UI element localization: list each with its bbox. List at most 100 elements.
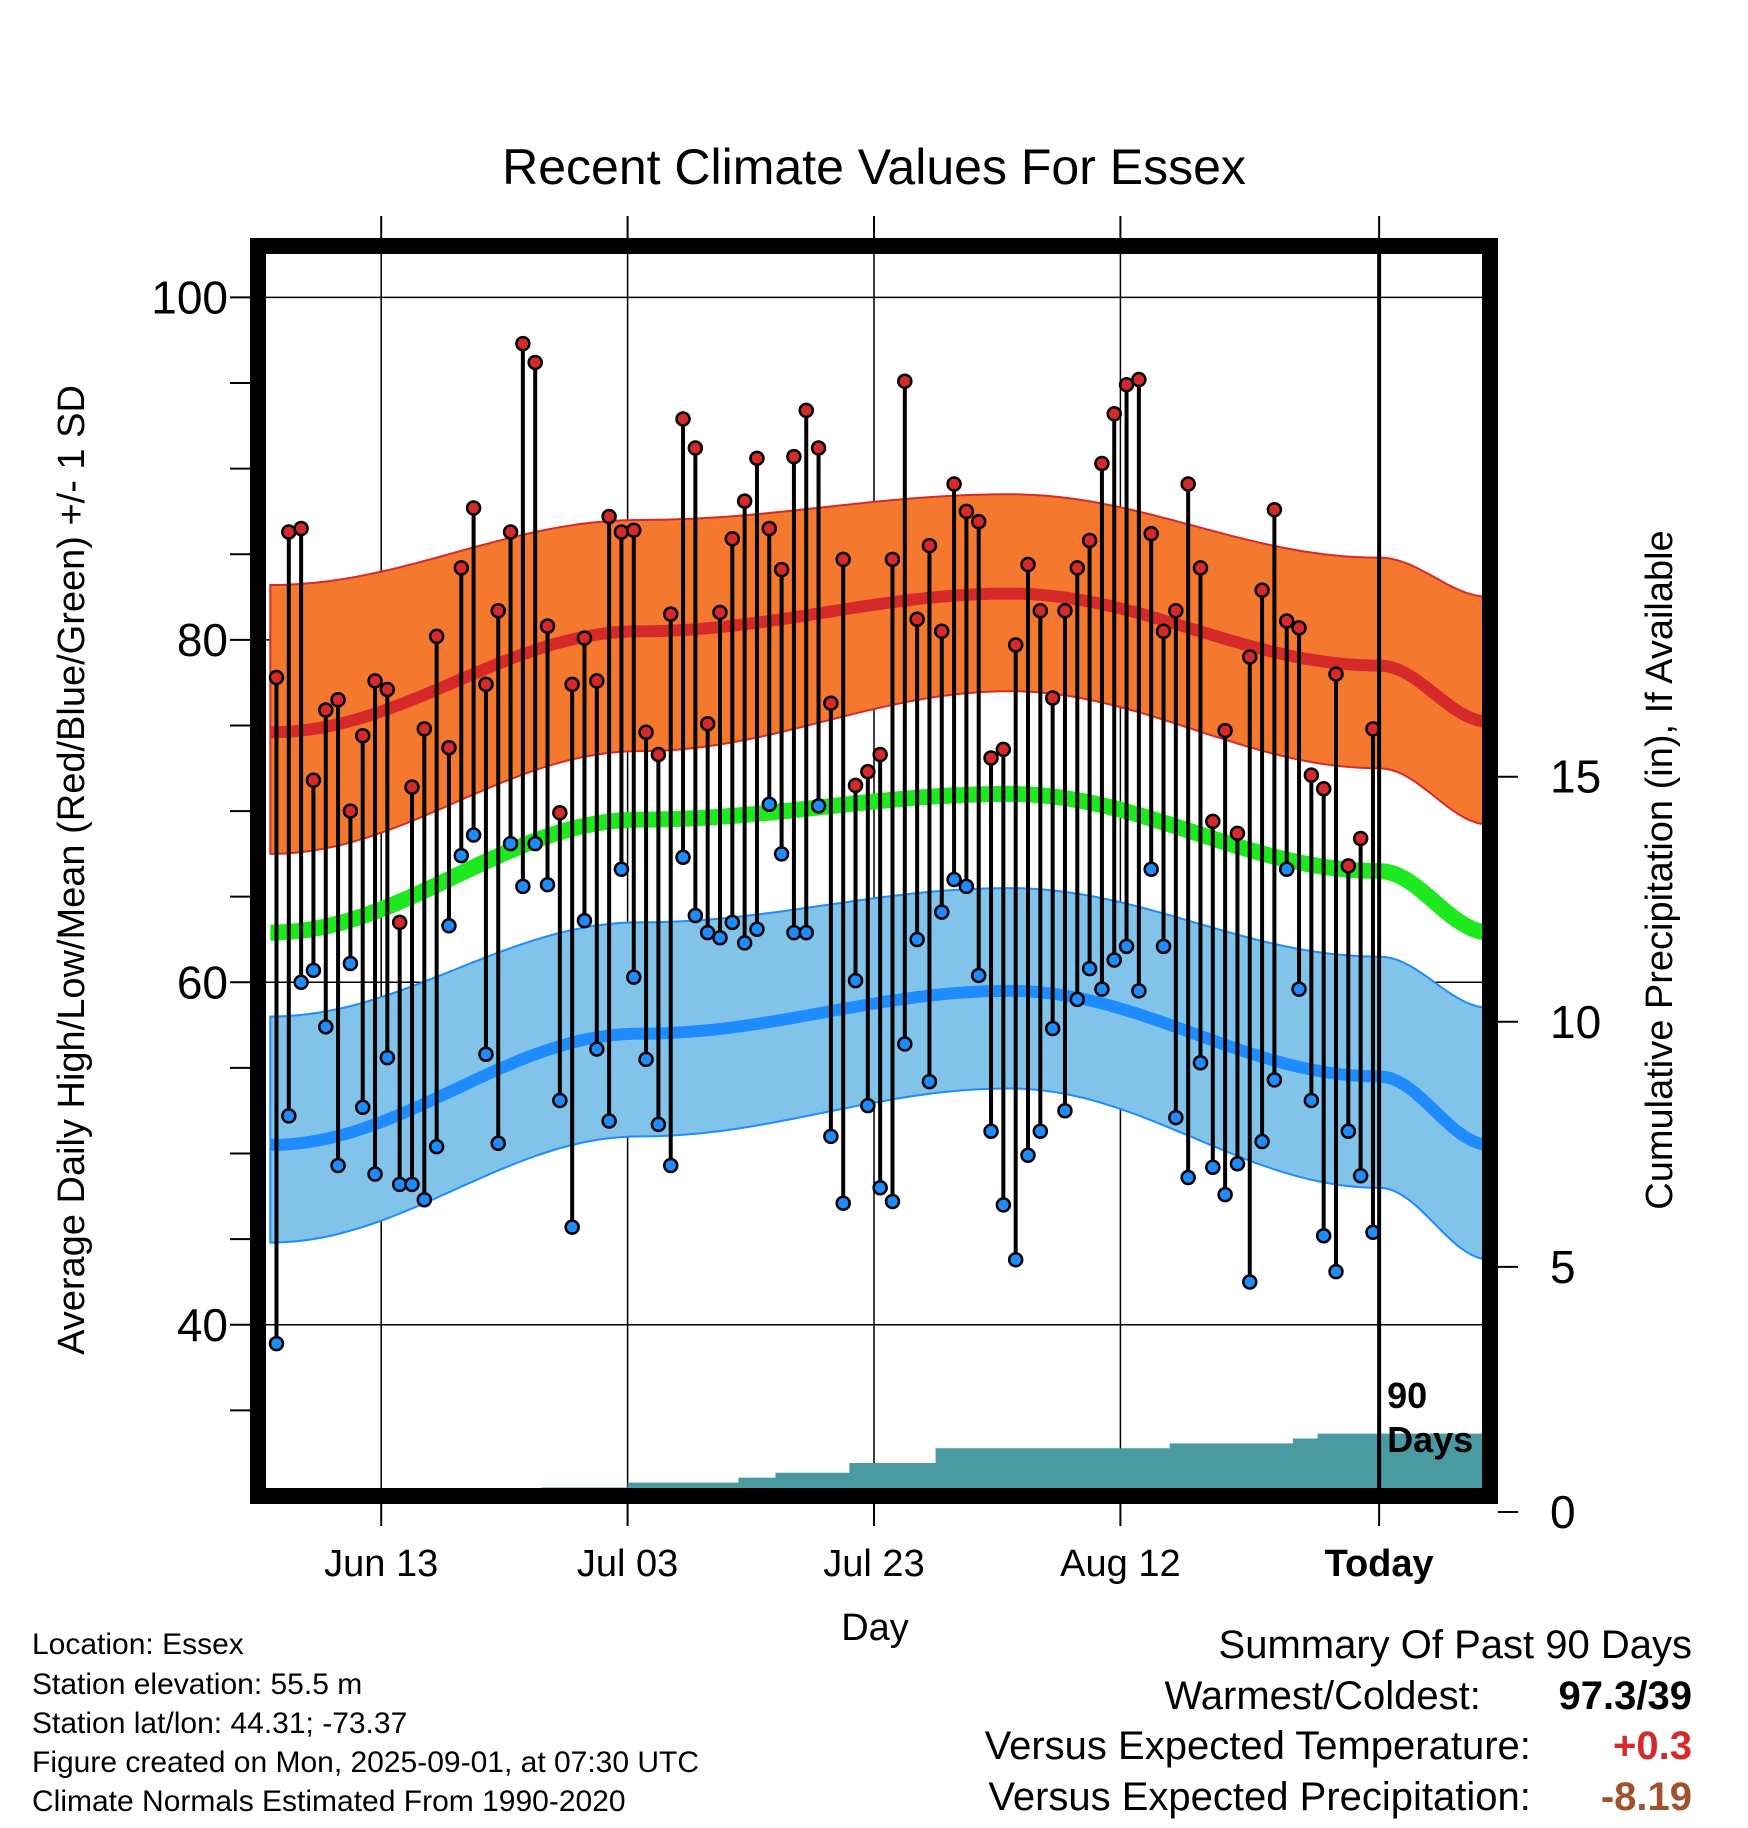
low-point	[946, 871, 962, 888]
high-point	[872, 746, 888, 763]
low-point	[921, 1073, 938, 1090]
high-point	[1118, 376, 1135, 393]
high-point	[527, 354, 543, 371]
low-point	[958, 878, 975, 895]
low-point	[847, 972, 864, 989]
low-point	[662, 1157, 679, 1174]
low-point	[724, 914, 741, 931]
high-point	[909, 611, 925, 628]
low-point	[1044, 1020, 1061, 1037]
high-point	[539, 618, 556, 634]
low-point	[970, 967, 987, 984]
low-point	[490, 1135, 506, 1152]
low-point	[601, 1113, 617, 1129]
high-point	[860, 763, 876, 780]
low-point	[1229, 1156, 1246, 1172]
plot-area	[258, 246, 1490, 1496]
high-point	[983, 750, 999, 766]
high-point	[724, 531, 741, 547]
low-point	[934, 904, 950, 920]
high-point	[823, 695, 839, 711]
chart-title: Recent Climate Values For Essex	[502, 139, 1246, 195]
low-point	[515, 878, 531, 895]
low-point	[1217, 1186, 1233, 1203]
high-point	[1106, 406, 1122, 422]
high-point	[736, 493, 753, 509]
high-point	[1143, 525, 1159, 542]
low-point	[983, 1123, 999, 1140]
high-point	[847, 777, 864, 794]
low-point	[798, 924, 814, 941]
low-point	[293, 974, 309, 991]
high-point	[305, 772, 322, 788]
y2-tick-label: 10	[1550, 996, 1601, 1048]
low-point	[1315, 1227, 1332, 1244]
high-point	[1352, 830, 1369, 847]
high-point	[921, 537, 938, 554]
high-point	[552, 805, 568, 821]
low-point	[305, 962, 322, 979]
x-tick-label: Jun 13	[324, 1543, 438, 1585]
y-tick-label: 80	[177, 614, 228, 666]
high-point	[1315, 781, 1332, 797]
low-point	[761, 796, 778, 812]
low-point	[773, 846, 790, 862]
info-location: Location: Essex	[32, 1628, 244, 1661]
high-point	[638, 724, 654, 741]
high-point	[995, 741, 1012, 758]
warmest-coldest-value: 97.3/39	[1558, 1674, 1692, 1718]
high-point	[490, 602, 506, 619]
high-point	[1328, 666, 1344, 682]
info-normals: Climate Normals Estimated From 1990-2020	[32, 1785, 626, 1818]
summary-warmest-coldest: Warmest/Coldest: 97.3/39	[1165, 1674, 1693, 1719]
high-point	[342, 803, 359, 819]
high-point	[453, 560, 470, 576]
precipitation-area	[516, 1433, 1490, 1496]
y-axis-label: Average Daily High/Low/Mean (Red/Blue/Gr…	[51, 385, 93, 1355]
y2-tick-label: 15	[1550, 751, 1601, 803]
high-point	[354, 727, 371, 744]
high-point	[613, 524, 630, 540]
low-point	[1007, 1251, 1024, 1268]
low-point	[1106, 952, 1122, 968]
y-tick-label: 60	[177, 956, 228, 1008]
low-point	[478, 1046, 494, 1062]
info-elevation: Station elevation: 55.5 m	[32, 1668, 363, 1701]
low-point	[1278, 861, 1295, 878]
high-point	[465, 500, 482, 516]
y2-tick-label: 0	[1550, 1486, 1576, 1538]
today-marker-label: 90	[1387, 1375, 1427, 1416]
high-point	[626, 522, 642, 538]
summary-precipitation: Versus Expected Precipitation: -8.19	[988, 1775, 1692, 1820]
low-point	[1205, 1159, 1221, 1175]
low-point	[318, 1019, 334, 1035]
high-point	[478, 676, 494, 693]
x-tick-label: Today	[1325, 1543, 1434, 1585]
low-point	[786, 924, 802, 941]
low-point	[613, 861, 630, 878]
low-point	[441, 918, 457, 934]
low-point	[379, 1049, 396, 1066]
low-point	[1057, 1102, 1073, 1119]
x-tick-label: Jul 23	[823, 1543, 924, 1585]
low-point	[1155, 938, 1172, 955]
low-point	[699, 924, 716, 941]
high-point	[1155, 623, 1172, 640]
high-point	[810, 440, 827, 456]
low-point	[1328, 1263, 1344, 1280]
low-point	[909, 931, 925, 948]
low-point	[1020, 1147, 1036, 1163]
low-point	[1303, 1092, 1320, 1109]
low-point	[367, 1166, 383, 1182]
high-point	[1242, 649, 1258, 665]
low-point	[1131, 983, 1147, 999]
high-point	[897, 373, 913, 390]
high-point	[564, 676, 580, 693]
today-marker-label: Days	[1387, 1419, 1473, 1460]
high-point	[699, 715, 716, 732]
x-tick-label: Aug 12	[1060, 1543, 1180, 1585]
high-point	[662, 606, 679, 622]
low-point	[835, 1195, 851, 1211]
warmest-coldest-label: Warmest/Coldest:	[1164, 1674, 1481, 1718]
